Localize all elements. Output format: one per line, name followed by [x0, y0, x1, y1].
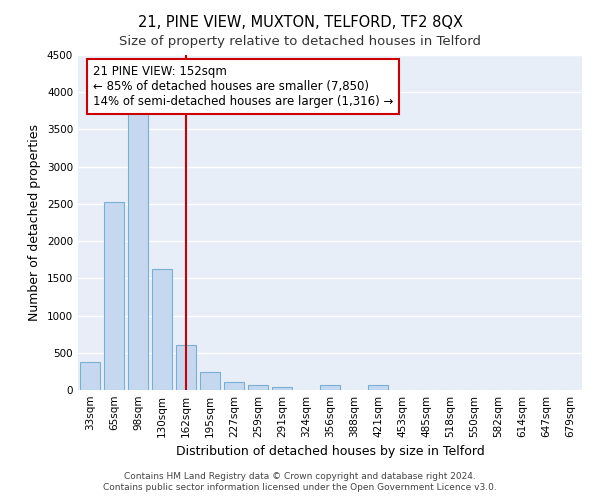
Bar [272, 386, 292, 390]
Bar [320, 385, 340, 390]
Bar [368, 385, 388, 390]
Bar [224, 382, 244, 390]
Text: Size of property relative to detached houses in Telford: Size of property relative to detached ho… [119, 35, 481, 48]
Text: 21 PINE VIEW: 152sqm
← 85% of detached houses are smaller (7,850)
14% of semi-de: 21 PINE VIEW: 152sqm ← 85% of detached h… [93, 65, 394, 108]
Bar [104, 202, 124, 390]
Bar [128, 113, 148, 390]
Bar [200, 372, 220, 390]
Bar [176, 346, 196, 390]
Text: Contains HM Land Registry data © Crown copyright and database right 2024.
Contai: Contains HM Land Registry data © Crown c… [103, 472, 497, 492]
Bar [80, 362, 100, 390]
Bar [248, 385, 268, 390]
Y-axis label: Number of detached properties: Number of detached properties [28, 124, 41, 321]
Text: 21, PINE VIEW, MUXTON, TELFORD, TF2 8QX: 21, PINE VIEW, MUXTON, TELFORD, TF2 8QX [137, 15, 463, 30]
X-axis label: Distribution of detached houses by size in Telford: Distribution of detached houses by size … [176, 446, 484, 458]
Bar [152, 270, 172, 390]
